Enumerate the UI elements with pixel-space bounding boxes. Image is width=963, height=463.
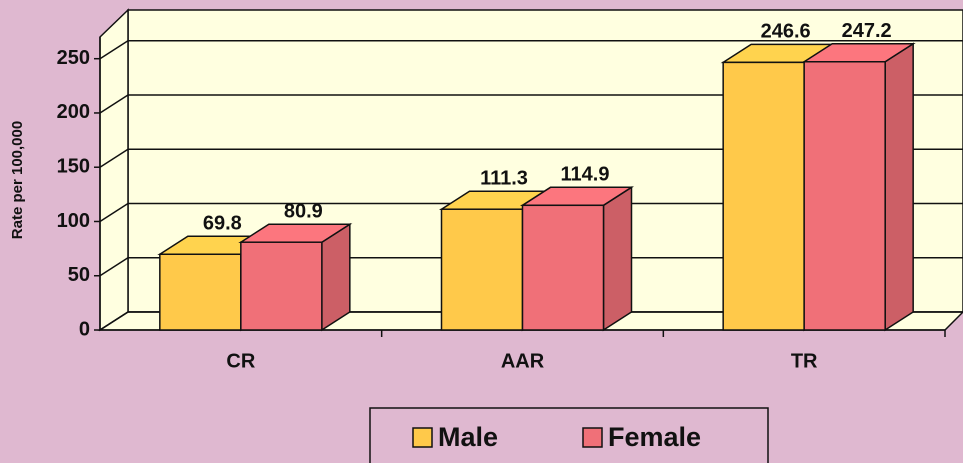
grid-line bbox=[99, 311, 129, 331]
bar bbox=[240, 241, 323, 331]
grid-line bbox=[99, 148, 129, 168]
grid-line bbox=[99, 257, 129, 277]
data-label: 247.2 bbox=[842, 20, 892, 42]
y-tick-label: 0 bbox=[79, 318, 90, 340]
legend-label: Female bbox=[608, 422, 701, 452]
data-label: 69.8 bbox=[203, 213, 242, 235]
bar bbox=[521, 204, 605, 331]
y-tick-label: 50 bbox=[68, 264, 90, 286]
legend-label: Male bbox=[438, 422, 498, 452]
y-tick-label: 100 bbox=[57, 210, 90, 232]
y-tick-label: 250 bbox=[57, 47, 90, 69]
data-label: 114.9 bbox=[561, 164, 610, 186]
grid-line bbox=[99, 40, 129, 60]
grid-line bbox=[99, 202, 129, 223]
legend-swatch bbox=[582, 427, 603, 448]
side-wall bbox=[99, 8, 129, 332]
y-tick-label: 200 bbox=[57, 101, 90, 123]
x-tick-label: AAR bbox=[501, 350, 545, 372]
grid-line bbox=[99, 94, 129, 114]
legend-box bbox=[369, 407, 769, 463]
data-label: 80.9 bbox=[284, 200, 323, 222]
bar bbox=[159, 253, 242, 331]
y-axis-label: Rate per 100,000 bbox=[9, 121, 26, 239]
x-tick-label: CR bbox=[226, 350, 255, 372]
data-label: 246.6 bbox=[761, 21, 811, 43]
legend-swatch bbox=[412, 427, 433, 448]
x-tick-label: TR bbox=[791, 350, 818, 372]
bar-side bbox=[884, 42, 914, 332]
y-tick-label: 150 bbox=[57, 156, 90, 178]
bar-side bbox=[602, 185, 633, 332]
data-label: 111.3 bbox=[480, 168, 528, 190]
bar bbox=[440, 208, 524, 331]
bar bbox=[803, 60, 886, 331]
bar bbox=[722, 61, 805, 331]
